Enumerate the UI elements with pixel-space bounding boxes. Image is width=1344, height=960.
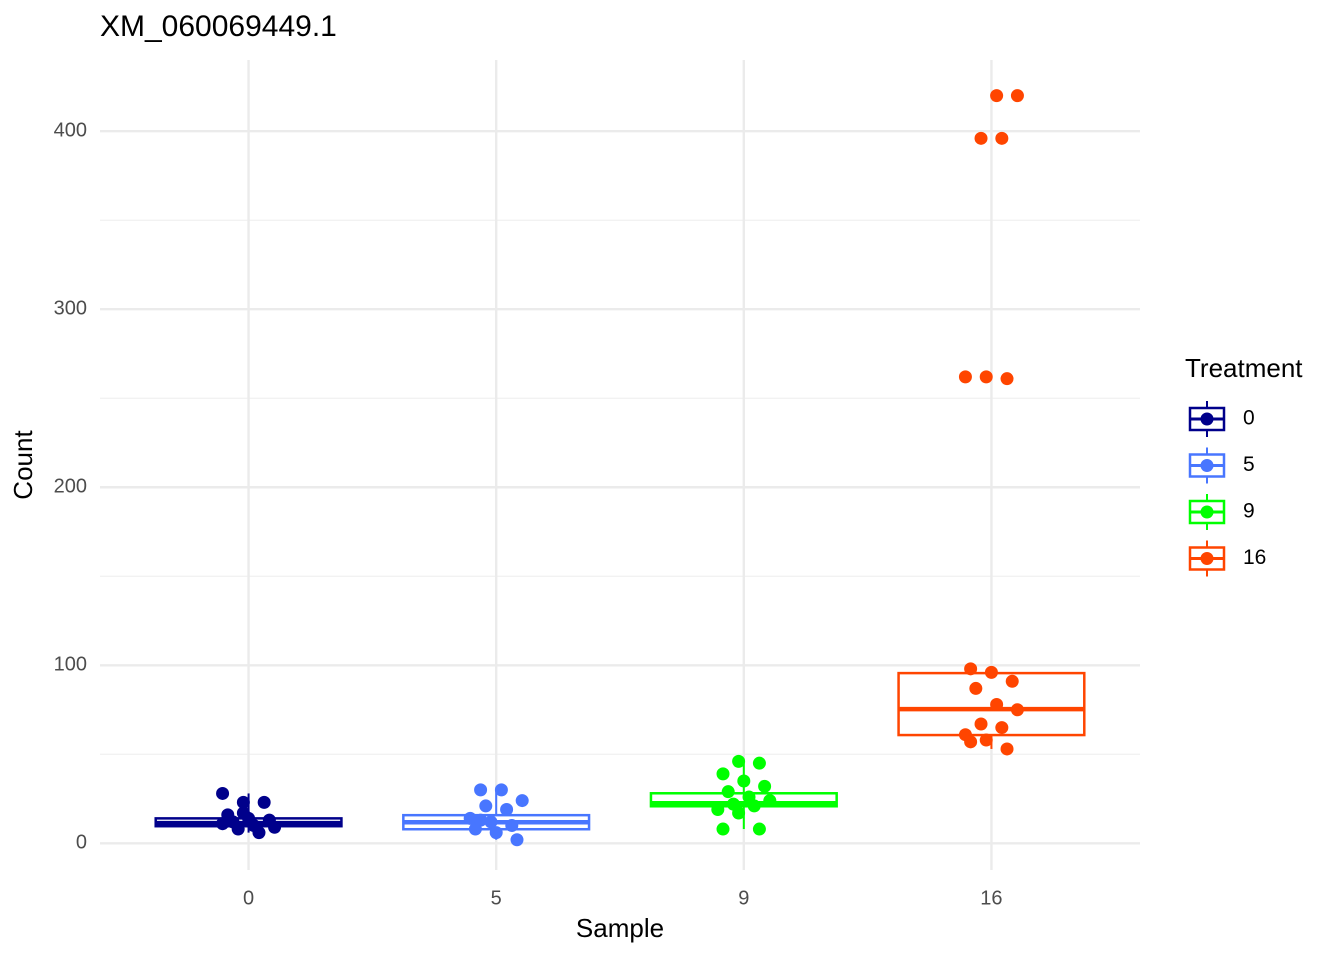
x-tick-label: 9 bbox=[738, 887, 749, 909]
point bbox=[489, 826, 503, 840]
point bbox=[979, 733, 993, 747]
point bbox=[752, 822, 766, 836]
legend-label: 5 bbox=[1243, 453, 1255, 476]
x-tick-label: 16 bbox=[980, 887, 1002, 909]
point bbox=[1000, 372, 1014, 386]
y-tick-label: 300 bbox=[54, 298, 87, 320]
point bbox=[732, 754, 746, 768]
point bbox=[716, 767, 730, 781]
point bbox=[747, 799, 761, 813]
x-tick-label: 5 bbox=[491, 887, 502, 909]
point bbox=[268, 820, 282, 834]
point bbox=[505, 818, 519, 832]
point bbox=[995, 131, 1009, 145]
point bbox=[236, 806, 250, 820]
y-tick-label: 400 bbox=[54, 119, 87, 141]
point bbox=[1000, 742, 1014, 756]
point bbox=[500, 802, 514, 816]
y-axis-label: Count bbox=[8, 430, 38, 500]
point bbox=[721, 785, 735, 799]
point bbox=[984, 665, 998, 679]
point bbox=[964, 735, 978, 749]
point bbox=[236, 795, 250, 809]
x-axis-label: Sample bbox=[576, 913, 664, 943]
point bbox=[979, 370, 993, 384]
point bbox=[969, 681, 983, 695]
chart-title: XM_060069449.1 bbox=[100, 10, 337, 43]
point bbox=[752, 756, 766, 770]
point bbox=[484, 815, 498, 829]
point bbox=[231, 822, 245, 836]
point bbox=[964, 662, 978, 676]
point bbox=[990, 89, 1004, 103]
point bbox=[463, 811, 477, 825]
point bbox=[974, 717, 988, 731]
point bbox=[257, 795, 271, 809]
point bbox=[995, 721, 1009, 735]
point bbox=[763, 794, 777, 808]
legend-point bbox=[1200, 505, 1214, 519]
point bbox=[974, 131, 988, 145]
point bbox=[216, 817, 230, 831]
legend-point bbox=[1200, 552, 1214, 565]
point bbox=[990, 697, 1004, 711]
legend-label: 9 bbox=[1243, 500, 1255, 523]
point bbox=[1010, 89, 1024, 103]
point bbox=[474, 783, 488, 797]
point bbox=[732, 806, 746, 820]
point bbox=[515, 794, 529, 808]
point bbox=[711, 802, 725, 816]
legend-label: 0 bbox=[1243, 407, 1255, 430]
point bbox=[758, 779, 772, 793]
point bbox=[479, 799, 493, 813]
legend-point bbox=[1200, 459, 1214, 472]
point bbox=[737, 774, 751, 788]
point bbox=[1010, 703, 1024, 717]
point bbox=[1005, 674, 1019, 688]
point bbox=[958, 370, 972, 384]
point bbox=[252, 826, 266, 840]
y-tick-label: 200 bbox=[54, 476, 87, 498]
y-tick-label: 100 bbox=[54, 654, 87, 676]
point bbox=[510, 833, 524, 847]
y-tick-label: 0 bbox=[76, 832, 87, 854]
point bbox=[494, 783, 508, 797]
legend-point bbox=[1200, 412, 1214, 426]
legend-title: Treatment bbox=[1185, 353, 1303, 383]
point bbox=[716, 822, 730, 836]
point bbox=[474, 813, 488, 827]
legend-label: 16 bbox=[1243, 546, 1266, 569]
point bbox=[216, 786, 230, 800]
x-tick-label: 0 bbox=[243, 887, 254, 909]
